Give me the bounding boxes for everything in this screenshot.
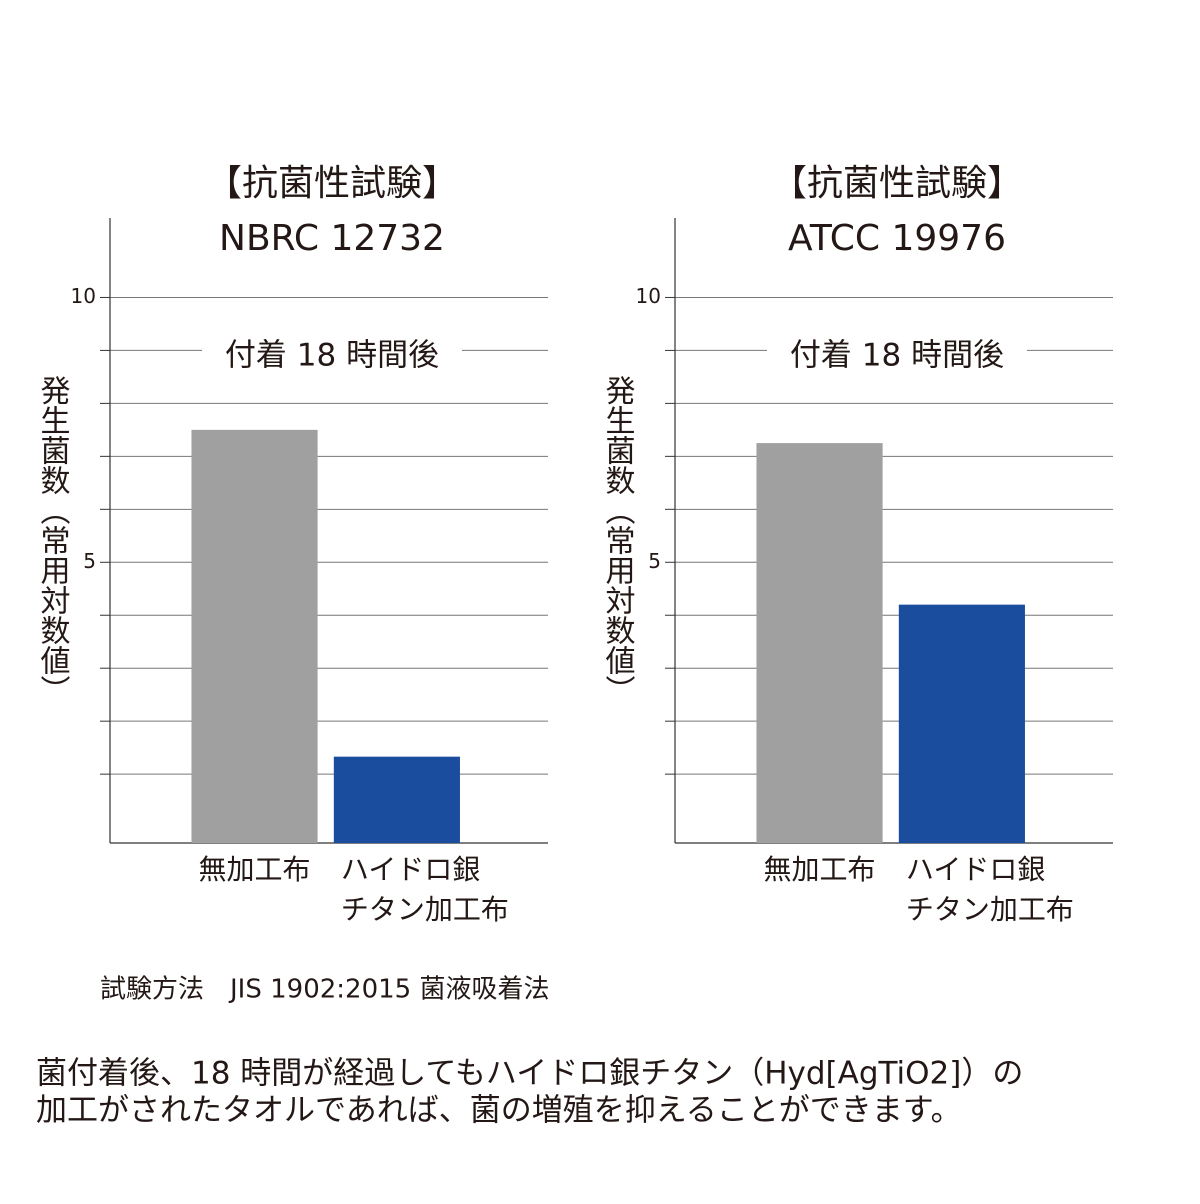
description-line: 加工がされたタオルであれば、菌の増殖を抑えることができます。 — [36, 1093, 962, 1129]
y-tick-label: 10 — [636, 284, 661, 308]
bar — [756, 443, 883, 843]
x-tick-label: 無加工布 — [199, 853, 311, 886]
x-tick-label: チタン加工布 — [906, 893, 1074, 926]
y-tick-label: 10 — [71, 284, 96, 308]
chart-title: 【抗菌性試験】 — [206, 163, 458, 204]
annotation: 付着 18 時間後 — [225, 338, 439, 374]
bar — [333, 756, 460, 843]
y-axis-label: 発生菌数（常用対数値） — [600, 375, 636, 705]
x-tick-label: ハイドロ銀 — [906, 853, 1045, 886]
description-line: 菌付着後、18 時間が経過してもハイドロ銀チタン（Hyd[AgTiO2]）の — [36, 1056, 1023, 1092]
y-tick-label: 5 — [83, 549, 96, 573]
y-axis-label: 発生菌数（常用対数値） — [35, 375, 71, 705]
x-tick-label: チタン加工布 — [341, 893, 509, 926]
annotation-background — [202, 333, 462, 381]
annotation-background — [767, 333, 1027, 381]
chart-subtitle: NBRC 12732 — [219, 218, 445, 259]
x-tick-label: ハイドロ銀 — [341, 853, 480, 886]
test-method: 試験方法 JIS 1902:2015 菌液吸着法 — [100, 975, 549, 1005]
chart-title: 【抗菌性試験】 — [771, 163, 1023, 204]
bar — [191, 429, 318, 843]
y-tick-label: 5 — [648, 549, 661, 573]
chart-subtitle: ATCC 19976 — [788, 218, 1006, 259]
x-tick-label: 無加工布 — [764, 853, 876, 886]
bar — [898, 604, 1025, 843]
annotation: 付着 18 時間後 — [790, 338, 1004, 374]
